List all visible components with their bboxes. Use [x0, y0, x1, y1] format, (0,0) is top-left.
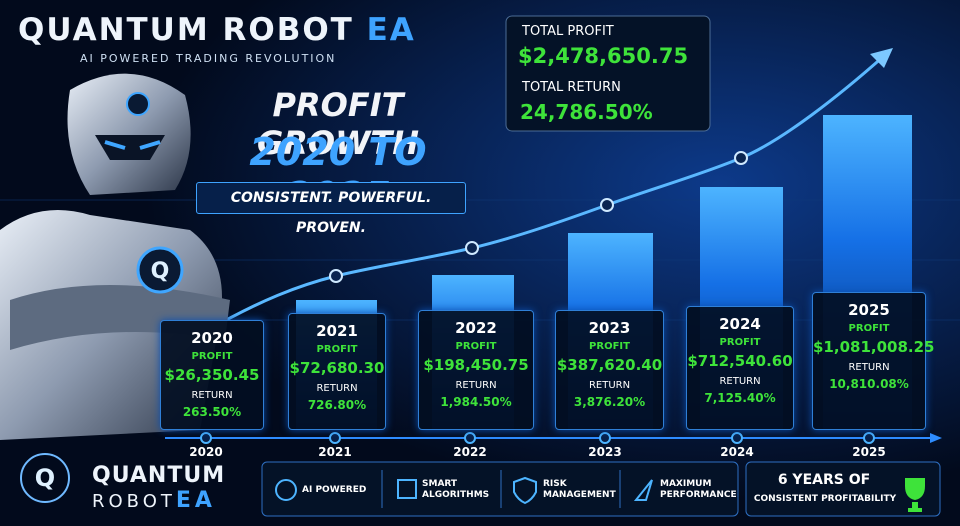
timeline-year: 2024 [720, 445, 754, 459]
return-value: 10,810.08% [829, 377, 909, 391]
profit-label: PROFIT [316, 344, 358, 355]
return-value: 7,125.40% [704, 391, 776, 405]
return-value: 726.80% [307, 398, 367, 412]
return-value: 3,876.20% [573, 395, 646, 409]
year-card: 2025 PROFIT $1,081,008.25 RETURN 10,810.08% [812, 292, 935, 430]
timeline-year: 2021 [318, 445, 352, 459]
tagline: CONSISTENT. POWERFUL. PROVEN. [196, 182, 466, 236]
feature: RISK MANAGEMENT [543, 479, 616, 500]
return-value: 1,984.50% [440, 395, 512, 409]
card-year: 2023 [588, 319, 631, 337]
profit-label: PROFIT [191, 351, 233, 362]
card-year: 2021 [316, 322, 358, 340]
profit-value: $712,540.60 [687, 352, 793, 370]
year-card: 2022 PROFIT $198,450.75 RETURN 1,984.50% [418, 310, 534, 430]
year-card: 2020 PROFIT $26,350.45 RETURN 263.50% [160, 320, 264, 430]
year-card: 2023 PROFIT $387,620.40 RETURN 3,876.20% [555, 310, 664, 430]
timeline-year: 2023 [588, 445, 622, 459]
card-year: 2025 [848, 301, 890, 319]
profit-label: PROFIT [455, 341, 497, 352]
subtitle: AI POWERED TRADING REVOLUTION [80, 52, 337, 65]
total-return: 24,786.50% [520, 100, 653, 124]
profit-value: $72,680.30 [289, 359, 385, 377]
card-year: 2022 [455, 319, 497, 337]
svg-text:Q: Q [151, 259, 170, 284]
logo-robot: ROBOT [92, 491, 176, 512]
return-label: RETURN [455, 380, 497, 391]
profit-label: PROFIT [848, 323, 890, 334]
year-card: 2021 PROFIT $72,680.30 RETURN 726.80% [288, 313, 386, 430]
return-label: RETURN [719, 376, 761, 387]
card-year: 2020 [191, 329, 233, 347]
logo-line2: ROBOTEA [92, 488, 216, 513]
timeline-year: 2020 [189, 445, 223, 459]
timeline-year: 2025 [852, 445, 886, 459]
title: QUANTUM ROBOT EA [18, 12, 416, 48]
total-profit-value: $2,478,650.75 [518, 44, 689, 68]
total-profit-label: TOTAL PROFIT [522, 24, 614, 39]
return-value: 263.50% [182, 405, 242, 419]
feature: SMART ALGORITHMS [422, 479, 490, 500]
profit-label: PROFIT [589, 341, 630, 352]
badge-line2: CONSISTENT PROFITABILITY [753, 494, 897, 504]
return-label: RETURN [191, 390, 233, 401]
feature: AI POWERED [302, 484, 367, 495]
logo-line1: QUANTUM [92, 463, 226, 488]
headline-1: PROFIT GROWTH [256, 86, 419, 162]
total-profit: $2,478,650.75 [518, 44, 688, 68]
timeline-year: 2022 [453, 445, 487, 459]
profit-label: PROFIT [719, 337, 761, 348]
title-main: QUANTUM ROBOT [18, 12, 354, 48]
feature: MAXIMUM PERFORMANCE [660, 479, 737, 500]
svg-text:Q: Q [35, 464, 55, 492]
title-accent: EA [366, 12, 416, 48]
card-year: 2024 [719, 315, 761, 333]
return-label: RETURN [588, 380, 631, 391]
year-card: 2024 PROFIT $712,540.60 RETURN 7,125.40% [686, 306, 794, 430]
badge-line1: 6 YEARS OF [777, 472, 871, 488]
logo-accent: EA [175, 488, 216, 513]
profit-value: $26,350.45 [164, 366, 260, 384]
total-return-label: TOTAL RETURN [522, 80, 621, 95]
profit-value: $198,450.75 [423, 356, 529, 374]
profit-value: $387,620.40 [556, 356, 663, 374]
return-label: RETURN [316, 383, 358, 394]
profit-value: $1,081,008.25 [813, 338, 935, 356]
return-label: RETURN [848, 362, 890, 373]
